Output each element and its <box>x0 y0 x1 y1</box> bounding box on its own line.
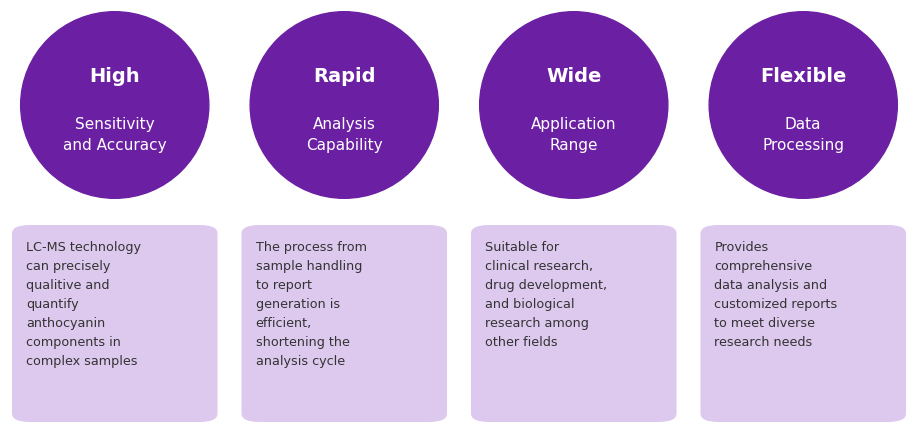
Text: Provides
comprehensive
data analysis and
customized reports
to meet diverse
rese: Provides comprehensive data analysis and… <box>714 241 838 349</box>
Text: Application
Range: Application Range <box>531 117 617 153</box>
Ellipse shape <box>480 12 668 198</box>
Text: Analysis
Capability: Analysis Capability <box>306 117 383 153</box>
Ellipse shape <box>21 12 209 198</box>
Text: High: High <box>89 68 140 86</box>
Text: LC-MS technology
can precisely
qualitive and
quantify
anthocyanin
components in
: LC-MS technology can precisely qualitive… <box>26 241 141 368</box>
Text: Sensitivity
and Accuracy: Sensitivity and Accuracy <box>63 117 166 153</box>
Text: Rapid: Rapid <box>313 68 375 86</box>
FancyBboxPatch shape <box>700 225 906 422</box>
FancyBboxPatch shape <box>471 225 677 422</box>
Text: Suitable for
clinical research,
drug development,
and biological
research among
: Suitable for clinical research, drug dev… <box>485 241 607 349</box>
Text: Data
Processing: Data Processing <box>762 117 845 153</box>
Ellipse shape <box>250 12 439 198</box>
Text: The process from
sample handling
to report
generation is
efficient,
shortening t: The process from sample handling to repo… <box>255 241 366 368</box>
FancyBboxPatch shape <box>12 225 218 422</box>
Text: Wide: Wide <box>546 68 601 86</box>
Text: Flexible: Flexible <box>760 68 846 86</box>
FancyBboxPatch shape <box>241 225 447 422</box>
Ellipse shape <box>710 12 898 198</box>
